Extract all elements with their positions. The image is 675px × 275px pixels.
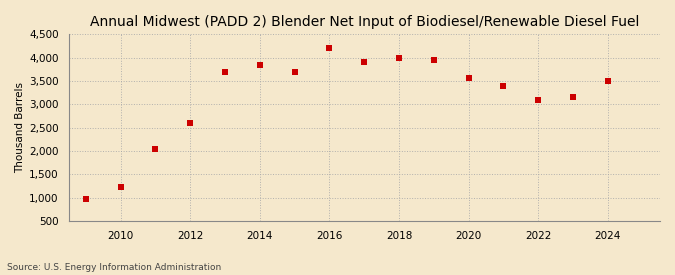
- Point: [429, 58, 439, 62]
- Point: [602, 78, 613, 83]
- Point: [324, 46, 335, 51]
- Point: [568, 95, 578, 100]
- Point: [254, 62, 265, 67]
- Title: Annual Midwest (PADD 2) Blender Net Input of Biodiesel/Renewable Diesel Fuel: Annual Midwest (PADD 2) Blender Net Inpu…: [90, 15, 639, 29]
- Point: [498, 84, 509, 88]
- Point: [80, 196, 91, 201]
- Point: [290, 70, 300, 74]
- Point: [219, 70, 230, 74]
- Point: [359, 60, 370, 65]
- Point: [150, 147, 161, 151]
- Text: Source: U.S. Energy Information Administration: Source: U.S. Energy Information Administ…: [7, 263, 221, 272]
- Point: [115, 185, 126, 190]
- Point: [394, 56, 404, 60]
- Point: [463, 76, 474, 80]
- Y-axis label: Thousand Barrels: Thousand Barrels: [15, 82, 25, 173]
- Point: [533, 97, 543, 102]
- Point: [185, 121, 196, 125]
